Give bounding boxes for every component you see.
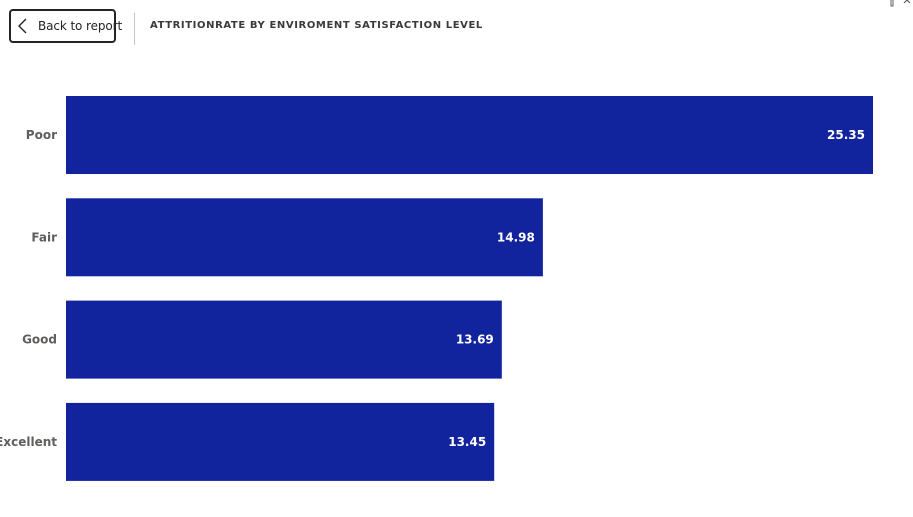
visual-header-icons: [890, 0, 911, 7]
data-label-fair: 14.98: [497, 230, 535, 244]
category-label-poor: Poor: [26, 128, 57, 142]
bar-fair[interactable]: [66, 198, 543, 277]
more-options-icon[interactable]: [903, 0, 911, 4]
bar-excellent[interactable]: [66, 402, 495, 481]
bar-good[interactable]: [66, 300, 502, 379]
data-label-excellent: 13.45: [448, 435, 486, 449]
focus-mode-icon[interactable]: [890, 0, 894, 7]
back-to-report-label: Back to report: [38, 19, 123, 33]
header-divider: [134, 13, 135, 45]
category-label-fair: Fair: [31, 230, 57, 244]
data-label-good: 13.69: [456, 333, 494, 347]
category-label-excellent: Excellent: [0, 435, 57, 449]
back-to-report-button[interactable]: Back to report: [9, 9, 122, 43]
data-label-poor: 25.35: [827, 128, 865, 142]
bar-poor[interactable]: [66, 96, 873, 174]
visual-title: ATTRITIONRATE BY ENVIROMENT SATISFACTION…: [150, 20, 483, 31]
category-label-good: Good: [22, 333, 57, 347]
chevron-left-icon: [18, 18, 27, 34]
